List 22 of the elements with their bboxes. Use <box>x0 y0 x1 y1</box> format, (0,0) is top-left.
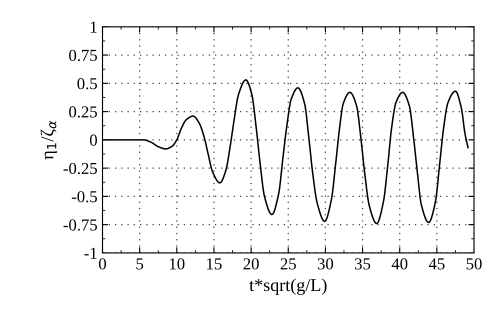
x-tick-label: 25 <box>280 258 296 270</box>
x-tick-label: 10 <box>170 258 184 270</box>
y-tick-label: 0.5 <box>77 78 97 90</box>
x-tick-label: 0 <box>98 258 106 270</box>
x-tick-label: 50 <box>466 258 482 270</box>
y-tick-label: -0.25 <box>64 162 97 174</box>
x-axis-title: t*sqrt(g/L) <box>249 278 327 295</box>
y-tick-label: 0.25 <box>69 106 97 118</box>
y-tick-label: 1 <box>90 22 97 33</box>
y-tick-label: -0.75 <box>64 219 97 231</box>
x-tick-label: 5 <box>136 258 144 270</box>
x-tick-label: 35 <box>355 258 370 270</box>
x-tick-label: 40 <box>392 258 408 270</box>
y-tick-label: -1 <box>84 248 97 259</box>
y-tick-label: 0.75 <box>69 50 97 62</box>
y-axis-title: η$_{1}$/ζ$_{α}$ <box>40 120 58 160</box>
y-tick-label: 0 <box>90 134 98 146</box>
x-tick-label: 30 <box>318 258 334 270</box>
x-tick-label: 15 <box>207 258 222 270</box>
x-tick-label: 20 <box>244 258 259 270</box>
x-tick-label: 45 <box>428 258 445 270</box>
y-tick-label: -0.5 <box>72 191 97 202</box>
